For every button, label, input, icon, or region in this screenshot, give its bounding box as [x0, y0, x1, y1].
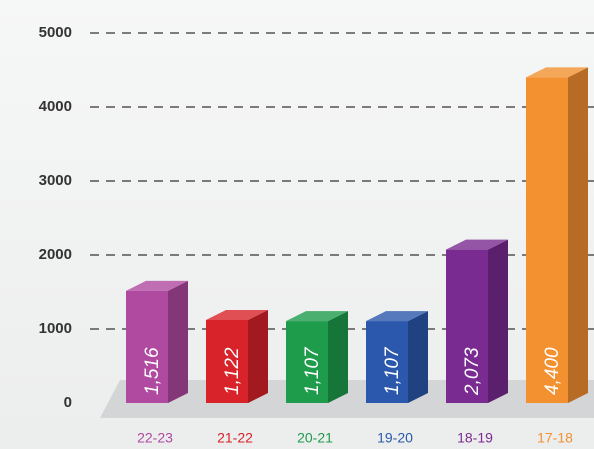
bar-top	[206, 309, 268, 320]
bar	[526, 77, 568, 404]
value-label: 1,107	[382, 346, 403, 395]
bar-top-shine	[206, 309, 268, 320]
bar-side	[248, 309, 268, 403]
x-tick-label: 22-23	[137, 430, 173, 446]
bar	[126, 290, 168, 403]
bar-side-shade	[408, 311, 428, 403]
x-tick-label: 17-18	[537, 430, 573, 446]
bar-side-shade	[568, 67, 588, 404]
bar-top	[126, 280, 188, 291]
bar	[206, 319, 248, 403]
bar	[366, 321, 408, 403]
bar-top	[446, 239, 508, 250]
x-tick-label: 19-20	[377, 430, 413, 446]
x-tick-label: 21-22	[217, 430, 253, 446]
bar-side-shade	[168, 280, 188, 403]
bar	[286, 321, 328, 403]
bar-top-shine	[366, 311, 428, 322]
bar-top	[286, 311, 348, 322]
bar-top	[366, 311, 428, 322]
x-tick-label: 20-21	[297, 430, 333, 446]
y-tick-label: 5000	[39, 24, 72, 41]
value-label: 1,122	[222, 347, 243, 395]
bar-side	[328, 311, 348, 403]
y-tick-label: 3000	[39, 172, 72, 189]
bar-top-shine	[286, 311, 348, 322]
bar-top-shine	[126, 280, 188, 291]
bar-side	[168, 280, 188, 403]
value-label: 4,400	[542, 347, 563, 395]
y-tick-label: 2000	[39, 246, 72, 263]
bar-side	[568, 67, 588, 404]
y-tick-label: 4000	[39, 98, 72, 115]
bar-side-shade	[248, 309, 268, 403]
value-label: 1,516	[142, 347, 163, 395]
value-label: 2,073	[462, 347, 483, 396]
bar-side	[488, 239, 508, 403]
bar-top-shine	[446, 239, 508, 250]
y-tick-label: 0	[64, 394, 72, 411]
bar-side-shade	[328, 311, 348, 403]
x-tick-label: 18-19	[457, 430, 493, 446]
value-label: 1,107	[302, 346, 323, 395]
y-tick-label: 1000	[39, 320, 72, 337]
bar-side-shade	[488, 239, 508, 403]
bar	[446, 249, 488, 403]
bar-side	[408, 311, 428, 403]
bar-top	[526, 67, 588, 78]
bar-top-shine	[526, 67, 588, 78]
